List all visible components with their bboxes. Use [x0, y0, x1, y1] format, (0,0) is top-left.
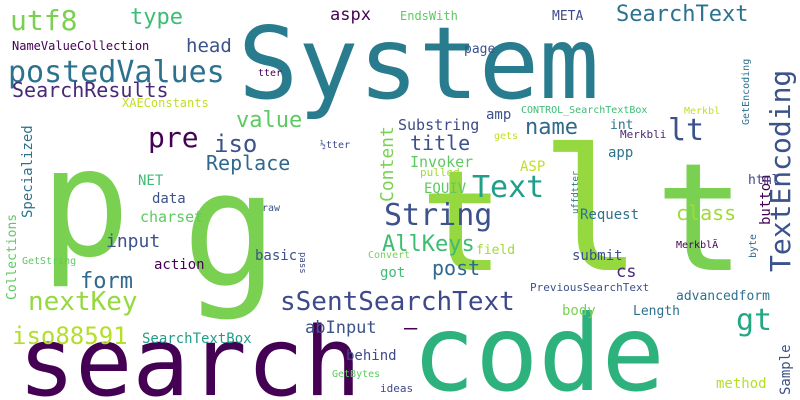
- cloud-word: utf8: [10, 4, 77, 37]
- cloud-word: SearchResults: [12, 78, 169, 102]
- cloud-word: GetString: [22, 256, 76, 267]
- cloud-word: title: [410, 131, 470, 155]
- cloud-word: data: [152, 191, 186, 207]
- cloud-word: ideas: [380, 382, 413, 395]
- cloud-word: class: [676, 201, 736, 225]
- cloud-word: —: [404, 316, 418, 341]
- cloud-word: charset: [140, 208, 203, 226]
- cloud-word: NameValueCollection: [12, 39, 149, 53]
- cloud-word: l: [540, 113, 642, 311]
- cloud-word: GetBytes: [332, 369, 380, 380]
- cloud-word: ASP: [520, 159, 545, 175]
- cloud-word: basic: [255, 248, 297, 264]
- cloud-word: iso: [214, 130, 257, 158]
- cloud-word: p: [40, 117, 130, 291]
- cloud-word: byte: [748, 234, 759, 258]
- cloud-word: Specialized: [20, 125, 36, 218]
- cloud-word: EQUIV: [424, 181, 467, 197]
- cloud-word: g: [182, 136, 278, 323]
- cloud-word: ½tter: [320, 139, 350, 151]
- cloud-word: Merkbli: [620, 128, 666, 141]
- cloud-word: Merkbl: [684, 106, 720, 117]
- cloud-word: CONTROL_SearchTextBox: [521, 105, 647, 116]
- cloud-word: Collections: [5, 214, 20, 300]
- cloud-word: input: [106, 231, 160, 252]
- cloud-word: uffdtter: [571, 170, 581, 214]
- cloud-word: post: [432, 256, 480, 280]
- cloud-word: t: [655, 132, 745, 306]
- cloud-word: form: [80, 269, 133, 294]
- cloud-word: abInput: [305, 318, 377, 338]
- cloud-word: gt: [736, 303, 772, 338]
- cloud-word: SearchText: [616, 2, 748, 27]
- cloud-word: XAEConstants: [122, 96, 209, 110]
- cloud-word: lt: [668, 113, 704, 148]
- cloud-word: Substring: [398, 116, 479, 134]
- cloud-word: action: [154, 257, 205, 273]
- cloud-word: TextEncoding: [764, 70, 797, 272]
- cloud-word: Request: [580, 207, 639, 223]
- cloud-word: code: [412, 293, 665, 400]
- cloud-word: body: [562, 303, 596, 319]
- cloud-word: Replace: [206, 151, 290, 175]
- cloud-word: iso88591: [12, 322, 128, 350]
- cloud-word: advancedform: [676, 289, 770, 304]
- cloud-word: html: [748, 173, 779, 188]
- cloud-word: Convert: [368, 250, 410, 261]
- cloud-word: aspx: [330, 5, 371, 25]
- cloud-word: method: [716, 376, 767, 392]
- cloud-word: t: [420, 141, 504, 304]
- cloud-word: GetEncoding: [741, 59, 752, 125]
- cloud-word: postedValues: [8, 55, 225, 90]
- cloud-word: app: [608, 145, 633, 161]
- cloud-word: amp: [486, 107, 511, 123]
- cloud-word: button: [758, 174, 774, 225]
- cloud-word: head: [186, 35, 232, 57]
- cloud-word: behind: [346, 348, 397, 364]
- cloud-word: System: [238, 5, 599, 122]
- cloud-word: META: [552, 9, 583, 24]
- cloud-word: got: [380, 265, 405, 281]
- cloud-word: String: [384, 198, 492, 233]
- cloud-word: Invoker: [410, 153, 473, 171]
- cloud-word: nextKey: [28, 287, 138, 317]
- cloud-word: PreviousSearchText: [530, 281, 649, 294]
- cloud-word: tter: [258, 68, 282, 79]
- cloud-word: EndsWith: [400, 9, 458, 23]
- cloud-word: page: [464, 42, 495, 57]
- cloud-word: AllKeys: [382, 232, 475, 257]
- cloud-word: field: [476, 243, 515, 258]
- cloud-word: value: [236, 108, 302, 133]
- cloud-word: submit: [572, 248, 623, 264]
- cloud-word: MerkblÃ: [676, 238, 718, 251]
- cloud-word: type: [130, 5, 183, 30]
- cloud-word: sSentSearchText: [280, 287, 515, 317]
- cloud-word: Content: [377, 126, 398, 202]
- cloud-word: Length: [633, 304, 680, 319]
- cloud-word: gets: [494, 131, 518, 142]
- cloud-word: int: [610, 118, 633, 133]
- cloud-word: pre: [148, 121, 199, 154]
- cloud-word: SearchTextBox: [142, 331, 252, 347]
- cloud-word: pulled: [420, 166, 460, 179]
- cloud-word: search: [18, 308, 361, 400]
- cloud-word: Sample: [778, 344, 794, 395]
- cloud-word: raw: [262, 203, 281, 214]
- cloud-word: name: [525, 115, 578, 140]
- cloud-word: Text: [472, 170, 544, 205]
- cloud-word: cs: [616, 262, 636, 282]
- cloud-word: pass: [297, 252, 307, 274]
- cloud-word: NET: [138, 173, 164, 189]
